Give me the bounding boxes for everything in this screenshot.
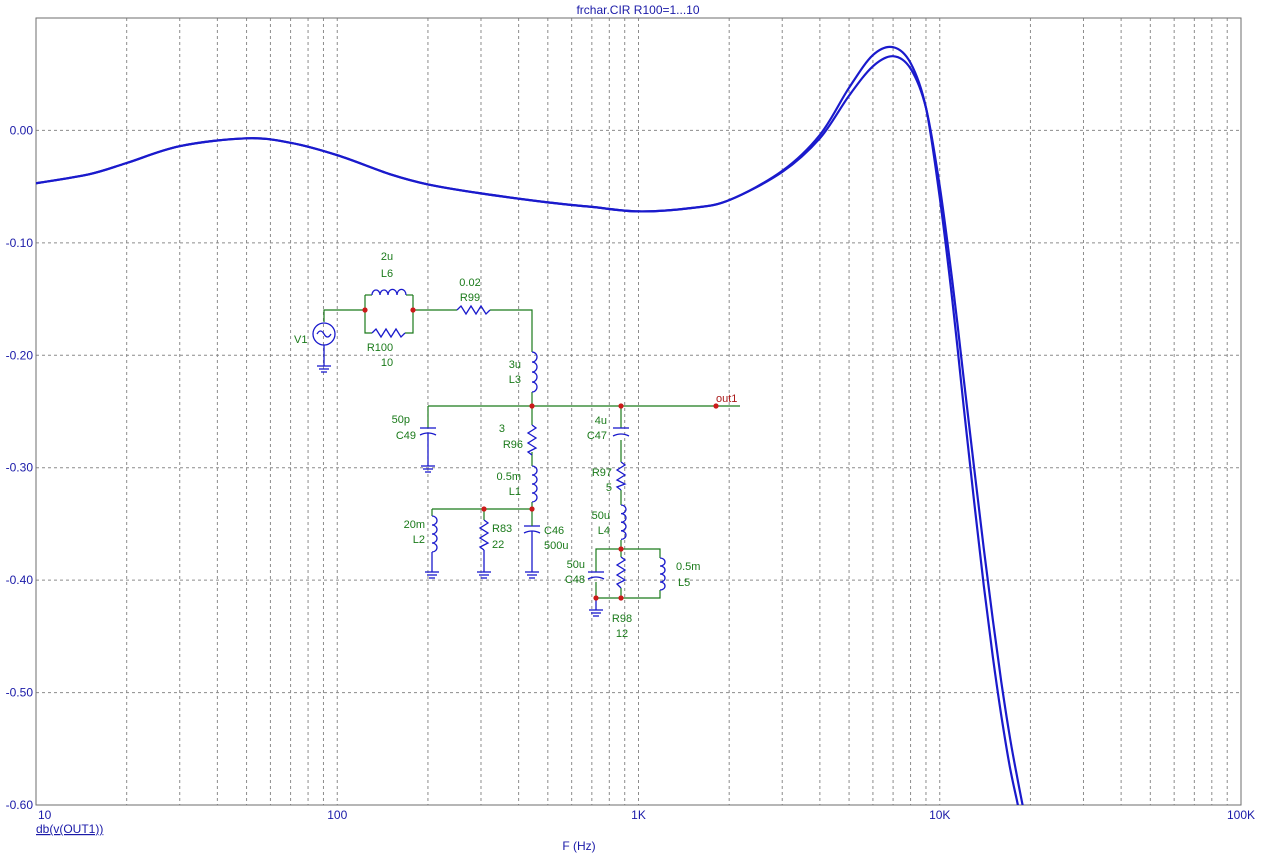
- capacitor-c47: [612, 427, 630, 437]
- wire-c48-l5-bottom: [595, 582, 661, 599]
- schematic-labels: 2u L6 0.02 R99 V1 R100 10 3u L3 50p C49 …: [294, 251, 737, 640]
- inductor-l3: [531, 351, 538, 393]
- resistor-r100: [371, 327, 406, 339]
- label-r96-value: 3: [499, 423, 505, 435]
- schematic-nodes: [362, 307, 719, 601]
- label-l1-value: 0.5m: [497, 471, 521, 483]
- y-tick-label: -0.10: [6, 236, 34, 250]
- label-r99-name: R99: [460, 292, 480, 304]
- y-tick-label: 0.00: [10, 123, 34, 137]
- label-c49-value: 50p: [392, 414, 410, 426]
- label-r96-name: R96: [503, 439, 523, 451]
- label-l2-name: L2: [413, 534, 425, 546]
- wire-r100-right: [405, 295, 414, 334]
- label-c47-value: 4u: [595, 415, 607, 427]
- resistor-r97: [615, 461, 627, 491]
- label-v1-name: V1: [294, 334, 307, 346]
- label-r83-name: R83: [492, 523, 512, 535]
- y-tick-label: -0.50: [6, 686, 34, 700]
- inductor-l2: [425, 515, 439, 579]
- x-tick-label: 100: [327, 808, 347, 822]
- label-l4-value: 50u: [592, 510, 610, 522]
- label-r98-value: 12: [616, 628, 628, 640]
- label-r100-name: R100: [367, 342, 393, 354]
- capacitor-c46: [523, 520, 541, 579]
- resistor-r98: [615, 556, 627, 589]
- series-layer: [36, 45, 1024, 805]
- inductor-l4: [620, 504, 627, 541]
- chart-title: frchar.CIR R100=1...10: [576, 3, 699, 17]
- label-r83-value: 22: [492, 539, 504, 551]
- label-l1-name: L1: [509, 486, 521, 498]
- label-l4-name: L4: [598, 525, 610, 537]
- label-l5-name: L5: [678, 577, 690, 589]
- label-c46-value: 500u: [544, 540, 568, 552]
- label-r99-value: 0.02: [459, 277, 480, 289]
- y-tick-label: -0.60: [6, 798, 34, 812]
- wire-l6-left: [364, 295, 372, 334]
- label-c49-name: C49: [396, 430, 416, 442]
- x-tick-label: 10: [38, 808, 52, 822]
- voltage-source-v1: [312, 322, 336, 373]
- circuit-schematic: 2u L6 0.02 R99 V1 R100 10 3u L3 50p C49 …: [294, 251, 740, 640]
- label-l3-name: L3: [509, 374, 521, 386]
- inductor-l5: [659, 557, 666, 591]
- y-tick-label: -0.40: [6, 573, 34, 587]
- plot-grid: [36, 18, 1241, 805]
- x-tick-label: 1K: [631, 808, 646, 822]
- resistor-r96: [526, 424, 538, 456]
- label-l6-name: L6: [381, 268, 393, 280]
- capacitor-c49: [419, 427, 437, 473]
- axis-ticks: 10 100 1K 10K 100K 0.00 -0.10 -0.20 -0.30 -0.40 -0…: [6, 123, 1255, 822]
- plot-frame: [35, 17, 1242, 806]
- resistor-r83: [477, 519, 491, 579]
- label-out1-node: out1: [716, 393, 737, 405]
- label-l2-value: 20m: [404, 519, 425, 531]
- capacitor-c48: [587, 571, 605, 617]
- label-l6-value: 2u: [381, 251, 393, 263]
- y-tick-label: -0.20: [6, 348, 34, 362]
- label-l3-value: 3u: [509, 359, 521, 371]
- inductor-l1: [531, 465, 538, 503]
- wire-r99-l3: [490, 309, 533, 352]
- label-c47-name: C47: [587, 430, 607, 442]
- label-r98-name: R98: [612, 613, 632, 625]
- series-line-2: [36, 55, 1024, 805]
- label-c48-value: 50u: [567, 559, 585, 571]
- y-tick-label: -0.30: [6, 461, 34, 475]
- label-c46-name: C46: [544, 525, 564, 537]
- label-r97-name: R97: [592, 467, 612, 479]
- resistor-r99: [456, 304, 491, 316]
- label-c48-name: C48: [565, 574, 585, 586]
- label-r97-value: 5: [606, 482, 612, 494]
- trace-label-dbv-out1[interactable]: db(v(OUT1)): [36, 822, 103, 836]
- label-r100-value: 10: [381, 357, 393, 369]
- wire-v1-top: [323, 309, 365, 322]
- x-tick-label: 100K: [1227, 808, 1255, 822]
- wire-c48-l5-top: [595, 548, 661, 572]
- x-tick-label: 10K: [929, 808, 950, 822]
- x-axis-label: F (Hz): [562, 839, 595, 853]
- inductor-l6: [371, 288, 407, 296]
- label-l5-value: 0.5m: [676, 561, 700, 573]
